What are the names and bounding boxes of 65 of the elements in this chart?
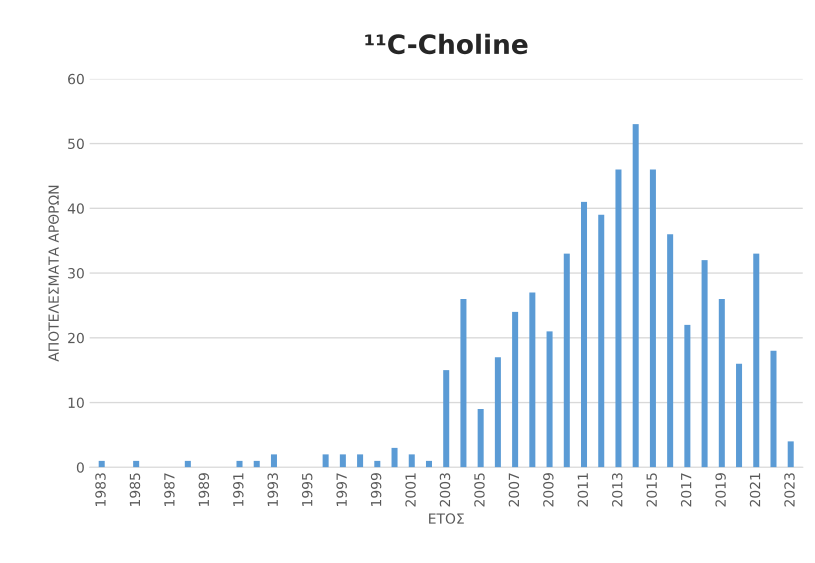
x-tick-label: 1985: [130, 473, 140, 506]
y-tick-label: 60: [68, 74, 84, 84]
bar: [460, 298, 466, 468]
bar: [443, 370, 450, 468]
bar: [236, 460, 243, 468]
x-tick-label: 1987: [164, 473, 175, 506]
x-tick-label: 2015: [646, 473, 657, 506]
y-axis-title: ΑΠΟΤΕΛΕΣΜΑΤΑ ΑΡΘΡΩΝ: [48, 186, 59, 362]
x-tick-label: 2017: [680, 473, 692, 506]
bar: [184, 460, 191, 468]
y-tick-label: 20: [68, 332, 84, 344]
x-tick-label: 1989: [198, 473, 210, 506]
x-tick-label: 2007: [508, 473, 520, 506]
bar: [667, 234, 674, 468]
bar: [615, 169, 622, 468]
bar: [512, 312, 518, 468]
x-tick-label: 2023: [784, 473, 795, 506]
bar: [426, 460, 432, 468]
x-tick-label: 2013: [612, 473, 622, 506]
bar: [736, 364, 742, 468]
bar: [718, 298, 725, 468]
bar: [564, 254, 570, 468]
bar: [684, 324, 690, 468]
bar: [392, 448, 398, 468]
x-tick-label: 2019: [715, 473, 726, 506]
bar: [598, 214, 604, 468]
chart-title: ¹¹C-Choline: [365, 34, 528, 54]
bar: [702, 260, 708, 468]
x-tick-label: 2003: [440, 473, 450, 506]
bar: [357, 454, 364, 468]
y-tick-label: 30: [68, 268, 84, 279]
x-tick-label: 1995: [302, 473, 312, 506]
bar: [254, 460, 260, 468]
x-tick-label: 2001: [405, 473, 416, 506]
x-tick-label: 1991: [233, 473, 244, 506]
bar: [788, 441, 794, 468]
bar: [546, 331, 553, 468]
bar: [494, 357, 501, 468]
bar: [529, 292, 536, 468]
bar: [408, 454, 415, 468]
y-tick-label: 50: [68, 138, 84, 150]
bar: [770, 350, 777, 468]
bar: [98, 460, 105, 468]
bar: [322, 454, 329, 468]
bar: [632, 124, 639, 468]
bar: [581, 202, 588, 468]
x-tick-label: 2009: [543, 473, 554, 506]
y-tick-label: 10: [68, 398, 84, 408]
x-tick-label: 1983: [95, 473, 106, 506]
y-tick-label: 40: [68, 203, 84, 214]
x-tick-label: 2021: [750, 473, 760, 506]
bar: [270, 454, 277, 468]
bar: [650, 169, 656, 468]
x-tick-label: 2011: [578, 473, 588, 506]
y-tick-label: 0: [76, 462, 84, 473]
x-axis-title: ΕΤΟΣ: [429, 513, 464, 524]
bar: [374, 460, 380, 468]
x-tick-label: 1999: [370, 473, 382, 506]
x-tick-label: 2005: [474, 473, 485, 506]
bar: [340, 454, 346, 468]
x-tick-label: 1997: [336, 473, 347, 506]
bar: [478, 409, 484, 468]
bar: [133, 460, 140, 468]
x-tick-label: 1993: [267, 473, 278, 506]
bar: [753, 254, 760, 468]
